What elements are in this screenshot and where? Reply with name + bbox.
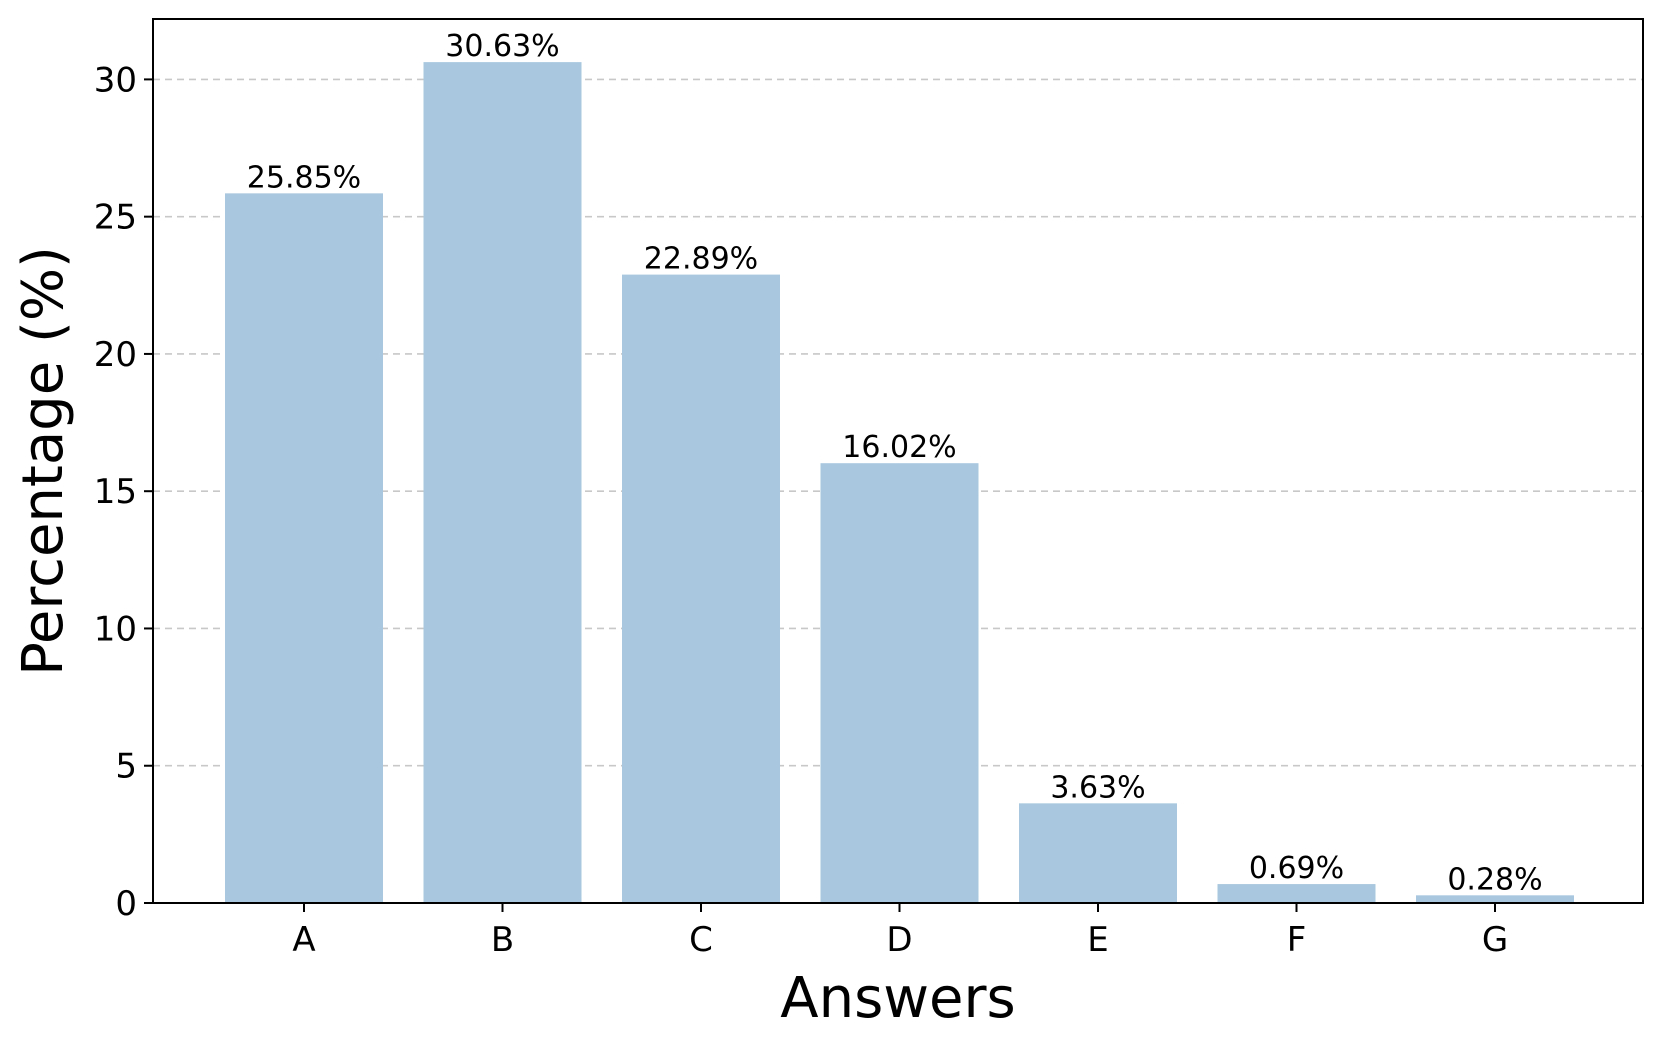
y-tick-label: 5 <box>115 747 137 787</box>
x-tick-label: F <box>1287 920 1307 960</box>
bar-g <box>1416 895 1574 903</box>
x-tick-label: B <box>491 920 514 960</box>
bar-d <box>820 463 979 903</box>
x-axis-title: Answers <box>780 966 1015 1031</box>
bar-e <box>1019 803 1177 903</box>
data-label: 3.63% <box>1050 770 1145 805</box>
x-tick-label: A <box>292 920 315 960</box>
bar-b <box>423 62 582 903</box>
ticks-layer: 0 5 10 15 20 25 30 A B C D E F G <box>94 60 1508 960</box>
data-label: 22.89% <box>644 242 758 277</box>
plot-frame <box>152 18 1644 904</box>
data-label: 30.63% <box>445 29 559 64</box>
y-tick-label: 30 <box>94 60 137 100</box>
data-labels-layer: 25.85% 30.63% 22.89% 16.02% 3.63% 0.69% 0.28% <box>247 29 1543 897</box>
bars-layer <box>225 62 1574 903</box>
x-tick-label: E <box>1087 920 1108 960</box>
bar-a <box>225 193 383 903</box>
y-tick-label: 25 <box>94 198 137 238</box>
y-axis-title: Percentage (%) <box>11 246 76 676</box>
data-label: 0.28% <box>1447 862 1542 897</box>
data-label: 0.69% <box>1249 851 1344 886</box>
x-tick-label: G <box>1482 920 1508 960</box>
y-tick-label: 10 <box>94 609 137 649</box>
x-tick-label: D <box>886 920 912 960</box>
data-label: 16.02% <box>842 430 956 465</box>
data-label: 25.85% <box>247 160 361 195</box>
bar-c <box>622 274 780 903</box>
x-tick-label: C <box>689 920 713 960</box>
y-tick-label: 15 <box>94 472 137 512</box>
bar-f <box>1217 884 1376 903</box>
y-tick-label: 20 <box>94 335 137 375</box>
y-tick-label: 0 <box>115 884 137 924</box>
